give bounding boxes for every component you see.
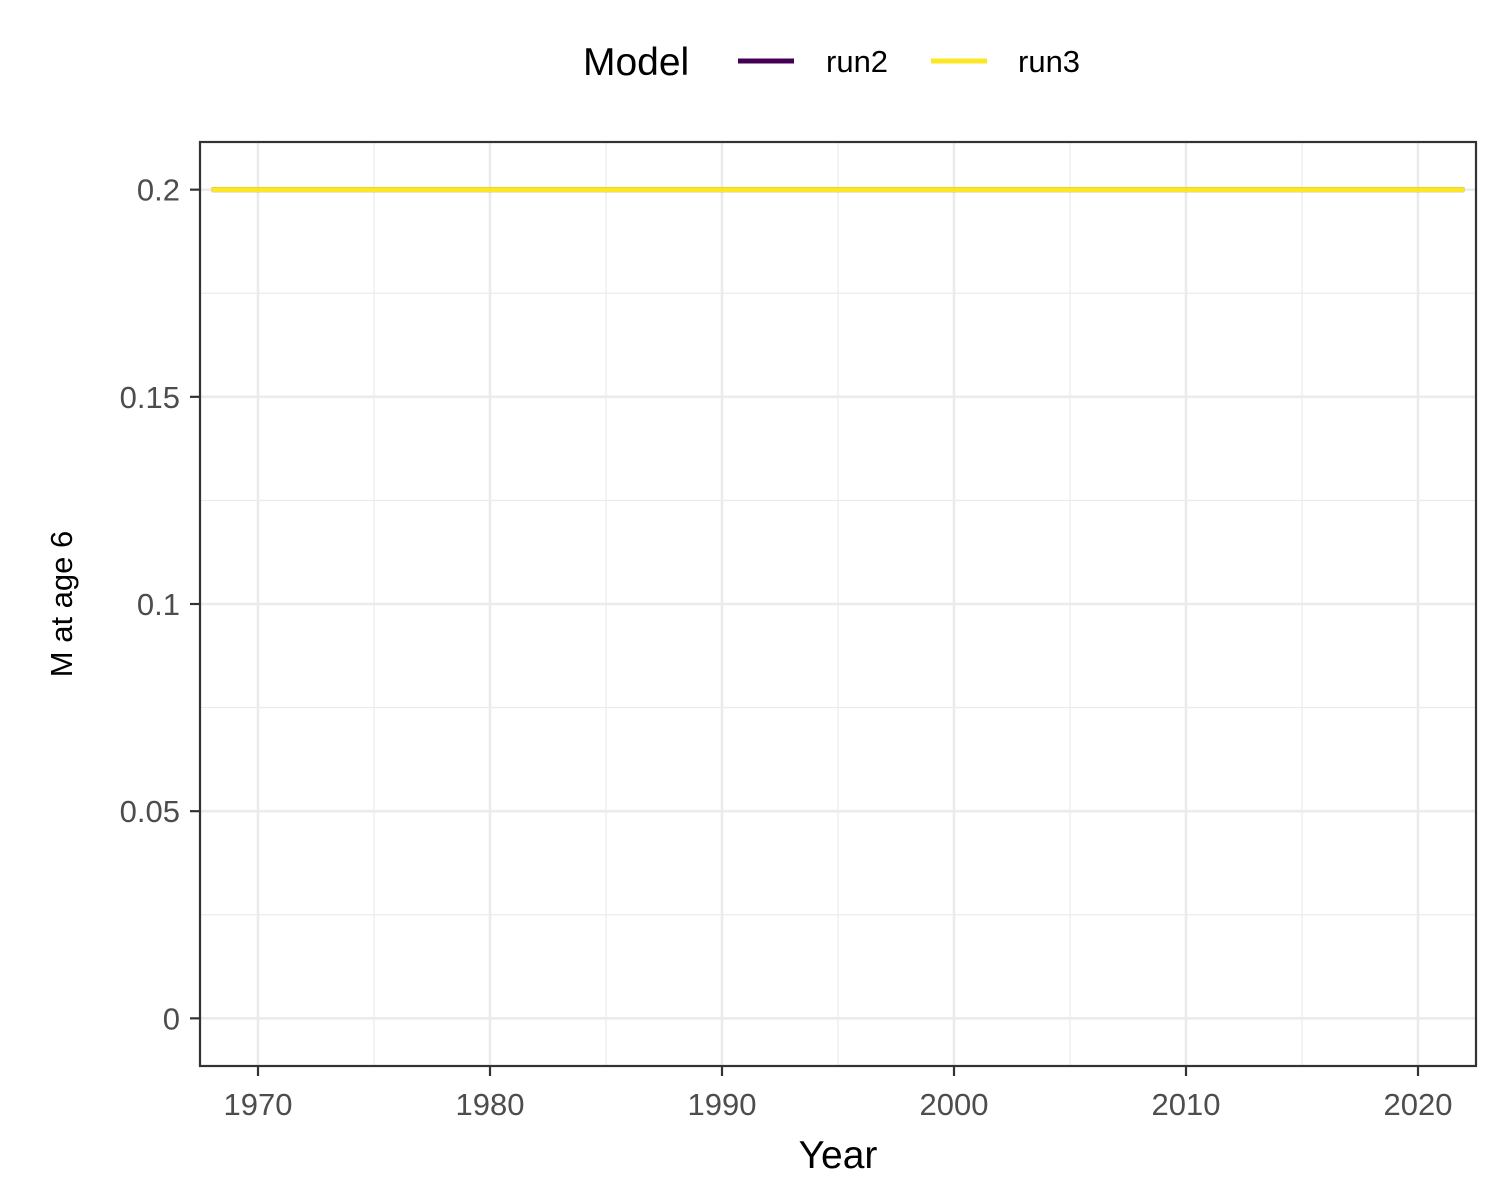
legend-label-run2: run2 bbox=[826, 44, 888, 79]
legend-title: Model bbox=[583, 41, 689, 84]
x-tick-label: 2000 bbox=[920, 1087, 989, 1122]
x-axis-title: Year bbox=[799, 1134, 878, 1177]
y-axis-title: M at age 6 bbox=[44, 531, 79, 677]
x-tick-label: 2020 bbox=[1384, 1087, 1453, 1122]
y-tick-label: 0.2 bbox=[137, 173, 180, 208]
legend: Model run2 run3 bbox=[583, 41, 1080, 84]
y-tick-label: 0.1 bbox=[137, 587, 180, 622]
x-tick-label: 1980 bbox=[456, 1087, 525, 1122]
x-tick-label: 1990 bbox=[688, 1087, 757, 1122]
legend-label-run3: run3 bbox=[1018, 44, 1080, 79]
grid-major bbox=[200, 142, 1476, 1066]
y-axis: 0 0.05 0.1 0.15 0.2 bbox=[120, 173, 200, 1036]
y-tick-label: 0.15 bbox=[120, 380, 180, 415]
x-axis: 1970 1980 1990 2000 2010 2020 bbox=[224, 1066, 1453, 1122]
x-tick-label: 2010 bbox=[1152, 1087, 1221, 1122]
y-tick-label: 0 bbox=[163, 1001, 180, 1036]
x-tick-label: 1970 bbox=[224, 1087, 293, 1122]
y-tick-label: 0.05 bbox=[120, 794, 180, 829]
